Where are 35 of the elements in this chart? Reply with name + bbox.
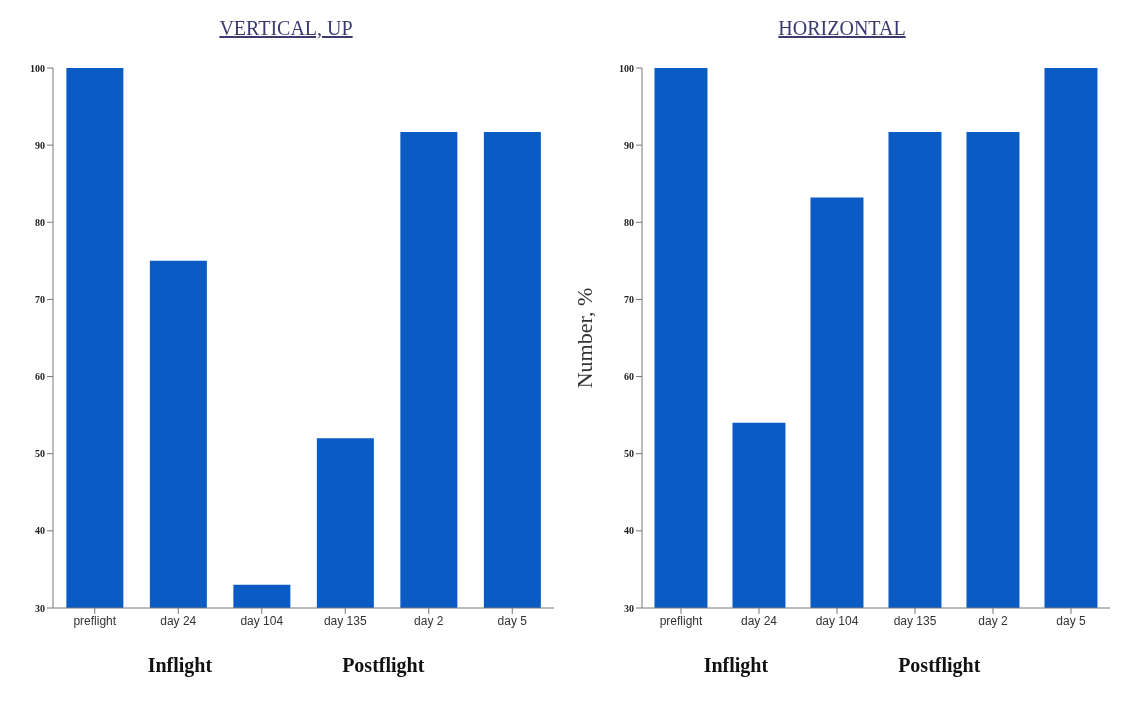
chart-title: HORIZONTAL	[777, 16, 907, 41]
x-tick-label: day 104	[815, 613, 859, 628]
y-tick-label: 30	[624, 602, 634, 614]
y-tick-label: 30	[35, 602, 45, 614]
chart-title: VERTICAL, UP	[218, 16, 354, 41]
x-tick-label: day 135	[323, 613, 367, 628]
y-tick-label: 100	[619, 62, 634, 74]
y-tick-label: 60	[624, 371, 634, 383]
x-tick-label: day 24	[160, 613, 197, 628]
text: Postflight	[898, 654, 981, 677]
y-tick-label: 50	[35, 448, 45, 460]
y-tick-label: 60	[35, 371, 45, 383]
y-tick-label: 100	[30, 62, 45, 74]
text: Postflight	[342, 654, 425, 677]
y-axis-title: Number, %	[571, 287, 597, 389]
x-tick-label: preflight	[73, 613, 117, 628]
x-tick-label: day 24	[740, 613, 778, 628]
y-tick-label: 80	[624, 216, 634, 228]
y-tick-label: 80	[35, 216, 45, 228]
x-tick-label: day 2	[978, 613, 1008, 628]
x-tick-label: day 135	[893, 613, 937, 628]
y-tick-label: 90	[624, 139, 634, 151]
y-tick-label: 50	[624, 448, 634, 460]
text: Inflight	[147, 654, 213, 677]
x-tick-label: preflight	[659, 613, 704, 628]
y-tick-label: 40	[35, 525, 45, 537]
x-tick-label: day 2	[414, 613, 444, 628]
y-tick-label: 90	[35, 139, 45, 151]
x-tick-label: day 104	[240, 613, 284, 628]
y-tick-label: 40	[624, 525, 634, 537]
y-tick-label: 70	[624, 293, 634, 305]
x-tick-label: day 5	[1056, 613, 1086, 628]
text: Inflight	[703, 654, 769, 677]
x-tick-label: day 5	[497, 613, 528, 628]
y-tick-label: 70	[35, 293, 45, 305]
